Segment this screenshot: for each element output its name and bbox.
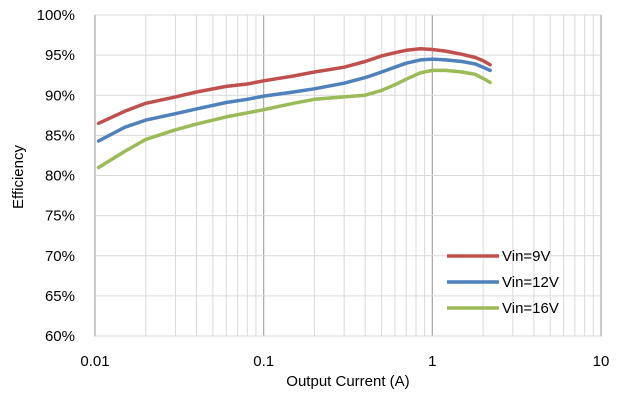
legend-label: Vin=9V xyxy=(502,248,551,265)
x-tick-label: 10 xyxy=(593,353,610,370)
series-line-vin-9v xyxy=(96,46,492,126)
series-line-vin-12v xyxy=(96,57,492,143)
y-tick-label: 80% xyxy=(45,168,75,185)
legend-item: Vin=12V xyxy=(447,274,559,291)
legend-item: Vin=16V xyxy=(447,300,559,317)
y-axis-title: Efficiency xyxy=(10,145,27,209)
x-axis-ticks: 0.01 0.1 1 10 xyxy=(80,353,609,370)
series-line-vin-16v xyxy=(96,68,492,170)
y-tick-label: 85% xyxy=(45,127,75,144)
x-tick-label: 0.1 xyxy=(253,353,274,370)
y-tick-label: 60% xyxy=(45,328,75,345)
y-tick-label: 65% xyxy=(45,288,75,305)
y-tick-label: 90% xyxy=(45,87,75,104)
series-layer xyxy=(96,46,492,170)
y-axis-ticks: 60% 65% 70% 75% 80% 85% 90% 95% 100% xyxy=(37,7,75,345)
legend-item: Vin=9V xyxy=(447,248,551,265)
y-tick-label: 70% xyxy=(45,248,75,265)
legend-label: Vin=12V xyxy=(502,274,559,291)
y-tick-label: 75% xyxy=(45,208,75,225)
x-tick-label: 1 xyxy=(428,353,436,370)
x-axis-title: Output Current (A) xyxy=(286,373,409,390)
legend: Vin=9V Vin=12V Vin=16V xyxy=(447,248,559,317)
legend-label: Vin=16V xyxy=(502,300,559,317)
x-tick-label: 0.01 xyxy=(80,353,109,370)
y-tick-label: 100% xyxy=(37,7,75,24)
y-tick-label: 95% xyxy=(45,47,75,64)
